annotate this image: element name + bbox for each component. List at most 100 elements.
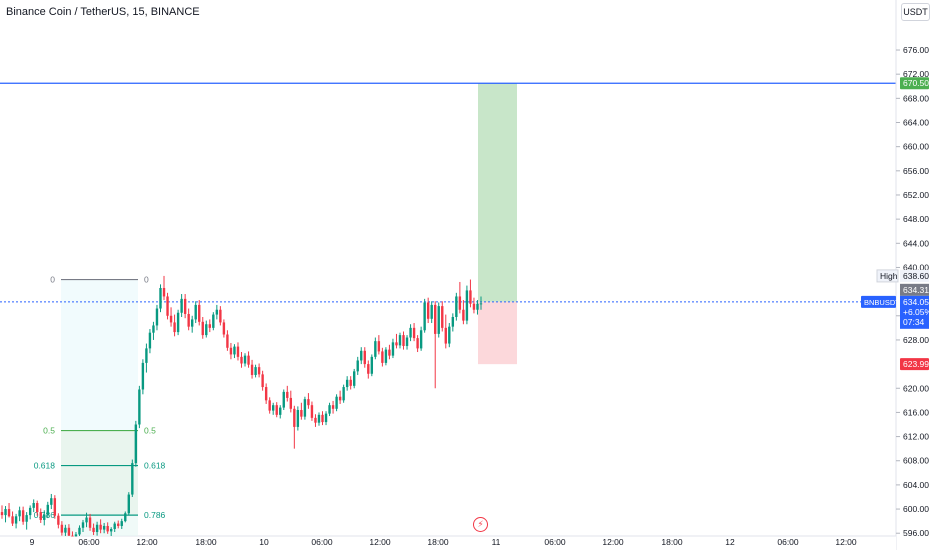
candle-body [194, 304, 197, 320]
fib-level-label-left: 0 [50, 275, 55, 285]
candle-body [469, 290, 472, 304]
candle-body [226, 334, 229, 348]
candle-body [345, 379, 349, 388]
price-tick-label: 644.00 [903, 238, 929, 248]
candle-body [275, 405, 278, 415]
candle-body [303, 399, 307, 417]
price-tick-label: 668.00 [903, 93, 929, 103]
candle-body [381, 351, 384, 363]
candle-body [300, 410, 303, 417]
time-axis-background [0, 536, 896, 550]
candle-body [409, 327, 412, 338]
high-label-bg [876, 269, 899, 283]
candle-body [374, 341, 377, 357]
candle-body [462, 309, 465, 321]
fib-level-label-right: 0.5 [144, 426, 156, 436]
price-tick-label: 608.00 [903, 456, 929, 466]
candle-body [388, 349, 391, 356]
price-tick-label: 612.00 [903, 432, 929, 442]
candle-body [85, 517, 88, 523]
candle-body [219, 309, 222, 323]
time-axis-label: 12:00 [136, 537, 158, 547]
candle-body [141, 362, 145, 390]
candle-body [479, 303, 483, 305]
last-price-tag: 634.31 [903, 285, 929, 295]
time-axis-label: 10 [259, 537, 269, 547]
price-tick-label: 652.00 [903, 190, 929, 200]
target-price-tag-bg [900, 77, 929, 90]
candles-group [0, 275, 483, 540]
candle-body [338, 396, 342, 401]
candle-body [7, 509, 11, 517]
price-tick-label: 648.00 [903, 214, 929, 224]
time-axis-label: 06:00 [78, 537, 100, 547]
fib-zone-golden [61, 430, 138, 516]
candle-body [201, 321, 204, 336]
candle-body [444, 327, 447, 344]
candle-body [279, 407, 282, 415]
target-price-tag: 670.50 [903, 78, 929, 88]
candle-body [441, 306, 444, 328]
time-axis-label: 18:00 [427, 537, 449, 547]
candle-body [32, 503, 35, 508]
candle-body [356, 360, 359, 372]
candle-body [342, 387, 345, 401]
candle-body [331, 405, 335, 409]
candle-body [423, 302, 426, 331]
candle-body [398, 335, 402, 346]
candle-body [233, 346, 236, 355]
price-tick-label: 628.00 [903, 335, 929, 345]
candle-body [134, 424, 138, 464]
high-price-tag: 638.60 [903, 271, 929, 281]
candle-body [247, 355, 250, 365]
candle-body [25, 515, 28, 522]
candle-body [159, 287, 162, 309]
candle-body [310, 405, 314, 418]
candle-body [208, 324, 212, 328]
candle-body [328, 405, 331, 414]
price-tick-label: 600.00 [903, 504, 929, 514]
time-axis-label: 12:00 [602, 537, 624, 547]
candle-body [377, 341, 381, 352]
candle-body [57, 515, 60, 525]
time-axis-label: 9 [30, 537, 35, 547]
price-tick-label: 620.00 [903, 383, 929, 393]
price-tick-label: 676.00 [903, 45, 929, 55]
candle-body [243, 355, 247, 364]
price-tick-label: 664.00 [903, 118, 929, 128]
price-tick-label: 596.00 [903, 528, 929, 538]
candle-body [434, 304, 437, 334]
candle-body [18, 510, 21, 517]
candle-body [402, 335, 405, 346]
candle-body [14, 516, 18, 524]
candle-body [169, 315, 173, 323]
candle-body [405, 337, 409, 346]
price-tick-label: 604.00 [903, 480, 929, 490]
candle-body [198, 304, 201, 322]
candle-body [148, 332, 152, 349]
candle-body [419, 330, 423, 349]
symbol-price-tag: 634.05 [903, 297, 929, 307]
candle-body [307, 399, 310, 406]
candle-body [92, 527, 95, 533]
candle-body [180, 298, 183, 313]
symbol-name-tag: BNBUSDT [864, 298, 900, 307]
fib-zone-top [61, 279, 138, 431]
bar-countdown-tag: 07:34 [903, 317, 925, 327]
candle-body [124, 513, 127, 522]
candle-body [155, 308, 159, 326]
candle-body [367, 364, 370, 374]
lightning-icon[interactable]: ⚡ [473, 517, 488, 532]
candle-body [293, 408, 296, 427]
candle-body [254, 367, 257, 375]
candle-body [229, 347, 233, 355]
candle-body [99, 524, 102, 530]
candle-body [384, 349, 388, 363]
candle-body [437, 306, 440, 334]
candle-body [324, 413, 328, 423]
candle-body [64, 527, 67, 533]
candle-body [4, 509, 7, 516]
candle-body [215, 309, 219, 315]
currency-unit-button[interactable]: USDT [901, 3, 930, 21]
